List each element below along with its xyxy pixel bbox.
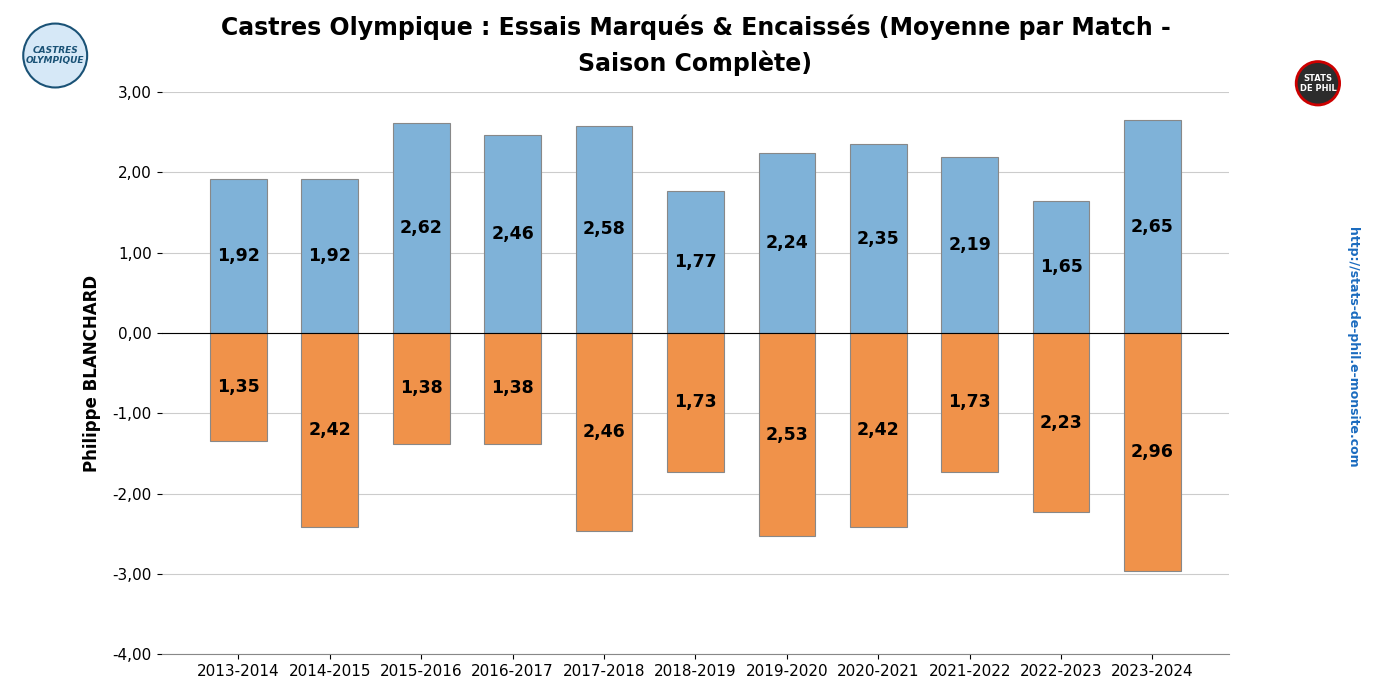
- Title: Castres Olympique : Essais Marqués & Encaissés (Moyenne par Match -
Saison Compl: Castres Olympique : Essais Marqués & Enc…: [221, 15, 1170, 76]
- Text: 2,46: 2,46: [491, 226, 534, 243]
- Y-axis label: Philippe BLANCHARD: Philippe BLANCHARD: [83, 275, 101, 472]
- Bar: [941, 157, 998, 333]
- Text: 1,77: 1,77: [673, 253, 716, 271]
- Bar: [759, 333, 816, 536]
- Bar: [1032, 201, 1089, 333]
- Bar: [1032, 333, 1089, 512]
- Bar: [484, 333, 541, 444]
- Bar: [575, 126, 632, 333]
- Text: 2,35: 2,35: [857, 230, 900, 248]
- Bar: [1125, 120, 1181, 333]
- Text: 1,73: 1,73: [948, 393, 991, 412]
- Text: 1,35: 1,35: [217, 378, 259, 396]
- Text: http://stats-de-phil.e-monsite.com: http://stats-de-phil.e-monsite.com: [1347, 227, 1359, 467]
- Bar: [210, 179, 266, 333]
- Bar: [850, 333, 907, 527]
- Bar: [667, 191, 723, 333]
- Bar: [575, 333, 632, 531]
- Text: 2,42: 2,42: [857, 421, 900, 439]
- Text: 2,53: 2,53: [766, 425, 809, 443]
- Text: 2,19: 2,19: [948, 236, 991, 254]
- Text: 2,42: 2,42: [309, 421, 351, 439]
- Bar: [941, 333, 998, 472]
- Text: 2,58: 2,58: [582, 221, 625, 239]
- Bar: [393, 123, 450, 333]
- Text: 2,23: 2,23: [1039, 414, 1082, 432]
- Text: CASTRES
OLYMPIQUE: CASTRES OLYMPIQUE: [26, 46, 84, 65]
- Text: STATS
DE PHIL: STATS DE PHIL: [1300, 74, 1336, 93]
- Text: 1,65: 1,65: [1039, 257, 1082, 276]
- Bar: [1125, 333, 1181, 570]
- Text: 1,92: 1,92: [308, 247, 352, 265]
- Bar: [301, 179, 359, 333]
- Bar: [484, 135, 541, 333]
- Text: 1,92: 1,92: [217, 247, 259, 265]
- Text: 2,46: 2,46: [582, 423, 625, 441]
- Text: 2,96: 2,96: [1132, 443, 1174, 461]
- Bar: [759, 153, 816, 333]
- Bar: [667, 333, 723, 472]
- Bar: [210, 333, 266, 441]
- Text: 2,62: 2,62: [400, 219, 443, 237]
- Bar: [393, 333, 450, 444]
- Bar: [301, 333, 359, 527]
- Text: 1,73: 1,73: [673, 393, 716, 412]
- Text: 1,38: 1,38: [400, 380, 443, 398]
- Text: 1,38: 1,38: [491, 380, 534, 398]
- Bar: [850, 144, 907, 333]
- Text: 2,65: 2,65: [1132, 218, 1174, 235]
- Text: 2,24: 2,24: [766, 234, 809, 252]
